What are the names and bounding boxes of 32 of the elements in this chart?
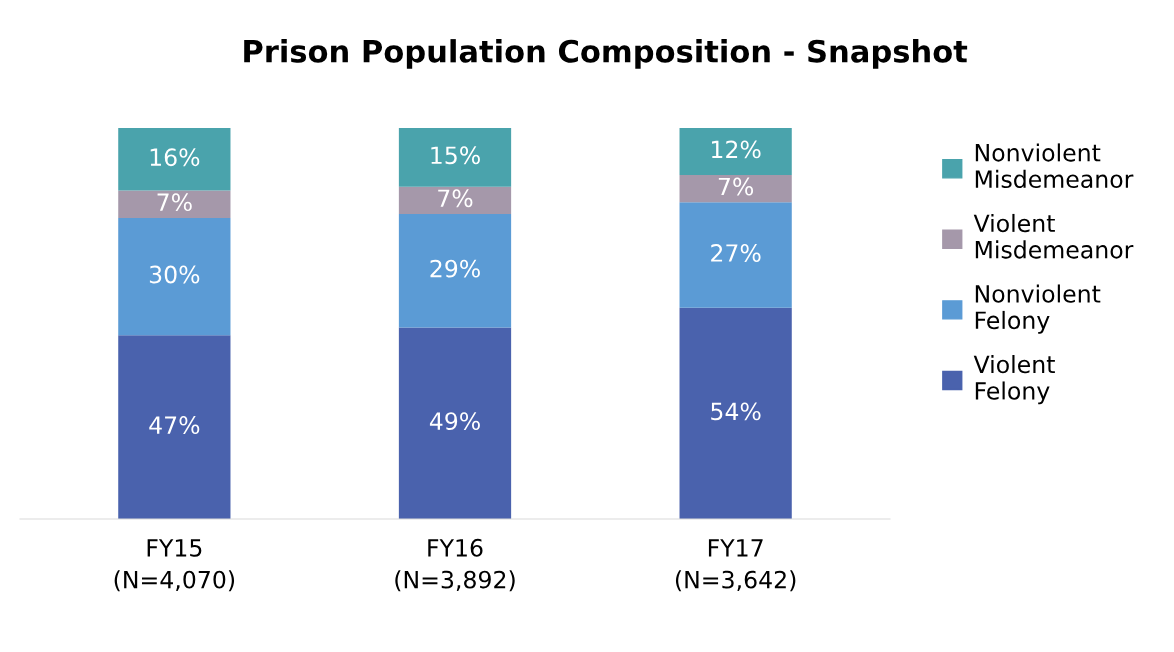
data-label: 16% [150, 148, 200, 167]
bar [398, 214, 512, 328]
data-label: 7% [718, 177, 754, 196]
bar [118, 217, 231, 336]
data-label: 7% [438, 189, 473, 208]
bar [398, 327, 512, 519]
legend-label: Violent Felony [973, 355, 1055, 405]
data-label: 12% [712, 140, 761, 159]
data-label: 47% [149, 416, 200, 434]
bar [118, 128, 231, 191]
bar [398, 186, 512, 215]
chart-title: Prison Population Composition - Snapshot [244, 39, 968, 69]
bar [118, 190, 231, 218]
x-tick-label: FY15 (N=4,070) [114, 539, 235, 592]
data-label: 7% [157, 193, 192, 212]
data-label: 54% [711, 402, 761, 421]
bar [679, 174, 792, 203]
data-label: 15% [431, 146, 480, 165]
bar [118, 335, 231, 519]
bar [679, 128, 792, 175]
data-label: 30% [149, 265, 200, 284]
bar [398, 128, 512, 187]
data-label: 27% [711, 244, 761, 262]
legend-label: Violent Misdemeanor [973, 213, 1134, 259]
legend-label: Nonviolent Misdemeanor [975, 143, 1134, 189]
data-label: 49% [429, 412, 480, 431]
data-label: 29% [430, 259, 480, 278]
legend-label: Nonviolent Felony [975, 284, 1101, 334]
bar [679, 307, 792, 519]
x-tick-label: FY16 (N=3,892) [395, 538, 515, 592]
x-tick-label: FY17 (N=3,642) [675, 539, 796, 592]
bar [679, 202, 792, 308]
